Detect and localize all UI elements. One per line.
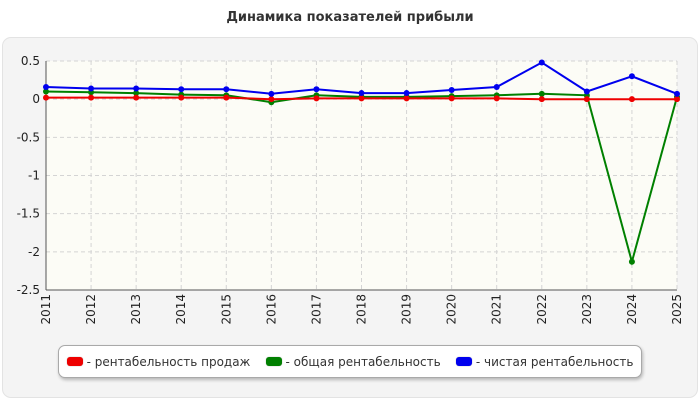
series-point-2 — [133, 85, 140, 92]
x-tick-label: 2019 — [400, 294, 414, 325]
series-point-0 — [133, 94, 140, 101]
series-point-0 — [448, 95, 455, 102]
x-tick-label: 2021 — [490, 294, 504, 325]
series-point-2 — [268, 90, 275, 97]
legend-item-net-profitability[interactable]: - чистая рентабельность — [455, 354, 634, 369]
x-tick-label: 2016 — [264, 294, 278, 325]
series-point-1 — [43, 88, 49, 95]
legend-swatch-total — [265, 357, 282, 366]
series-point-1 — [538, 90, 545, 97]
x-tick-label: 2012 — [84, 294, 98, 325]
x-tick-label: 2011 — [39, 294, 53, 325]
series-point-0 — [538, 96, 545, 103]
series-point-2 — [223, 86, 230, 93]
x-tick-label: 2024 — [625, 294, 639, 325]
x-tick-label: 2025 — [670, 294, 684, 325]
series-point-0 — [493, 95, 500, 102]
series-point-2 — [583, 88, 590, 95]
series-point-2 — [538, 59, 545, 66]
series-point-2 — [43, 83, 49, 90]
series-point-0 — [43, 94, 49, 101]
y-tick-label: 0.5 — [21, 54, 40, 68]
legend-swatch-sales — [66, 357, 83, 366]
series-point-0 — [583, 96, 590, 103]
legend-label-sales: - рентабельность продаж — [86, 354, 251, 369]
chart-legend: - рентабельность продаж - общая рентабел… — [58, 345, 642, 378]
y-tick-label: -2.5 — [17, 283, 40, 297]
series-point-0 — [628, 96, 635, 103]
x-tick-label: 2023 — [580, 294, 594, 325]
x-tick-label: 2017 — [309, 294, 323, 325]
y-tick-label: 0 — [32, 92, 40, 106]
series-point-2 — [178, 86, 185, 93]
x-tick-label: 2018 — [355, 294, 369, 325]
legend-label-total: - общая рентабельность — [285, 354, 441, 369]
y-tick-label: -1 — [28, 169, 40, 183]
y-tick-label: -1.5 — [17, 207, 40, 221]
series-point-2 — [493, 83, 500, 90]
chart-title: Динамика показателей прибыли — [226, 10, 474, 25]
x-tick-label: 2014 — [174, 294, 188, 325]
y-tick-label: -2 — [28, 245, 40, 259]
series-point-2 — [88, 85, 95, 92]
series-point-0 — [313, 95, 320, 102]
series-point-0 — [88, 94, 95, 101]
series-point-0 — [178, 94, 185, 101]
series-point-0 — [403, 95, 410, 102]
legend-label-net: - чистая рентабельность — [475, 354, 634, 369]
series-point-0 — [358, 95, 365, 102]
series-point-2 — [403, 90, 410, 97]
series-point-2 — [674, 90, 680, 97]
series-point-0 — [223, 94, 230, 101]
series-point-0 — [674, 96, 680, 103]
legend-swatch-net — [455, 357, 472, 366]
series-point-1 — [628, 258, 635, 265]
series-point-2 — [628, 73, 635, 80]
x-tick-label: 2015 — [219, 294, 233, 325]
x-tick-label: 2022 — [535, 294, 549, 325]
series-point-2 — [358, 90, 365, 97]
x-tick-label: 2013 — [129, 294, 143, 325]
legend-item-sales-profitability[interactable]: - рентабельность продаж — [66, 354, 251, 369]
x-tick-label: 2020 — [445, 294, 459, 325]
series-point-0 — [268, 96, 275, 103]
series-point-2 — [448, 87, 455, 94]
y-tick-label: -0.5 — [17, 130, 40, 144]
series-point-2 — [313, 86, 320, 93]
legend-item-total-profitability[interactable]: - общая рентабельность — [265, 354, 441, 369]
series-point-1 — [133, 90, 140, 97]
